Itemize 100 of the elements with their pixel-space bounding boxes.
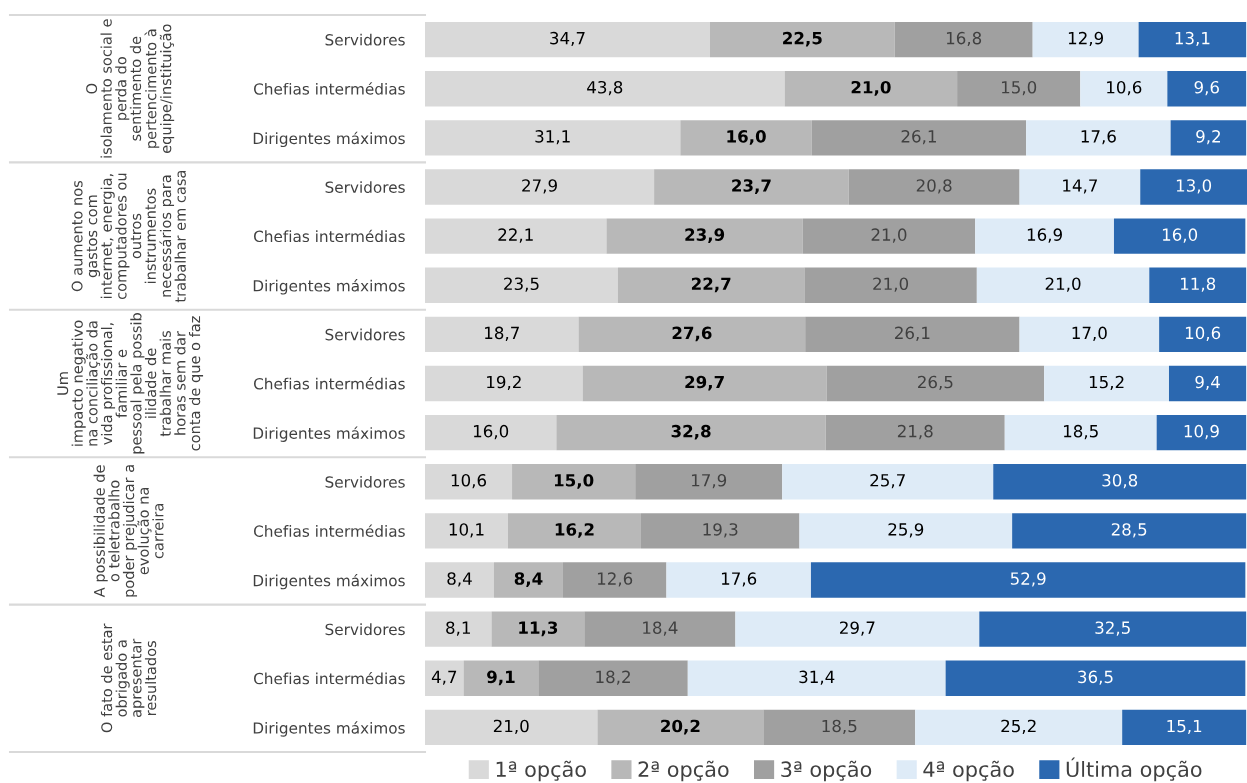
bar	[680, 120, 812, 156]
bar	[425, 21, 710, 58]
data-label: 16,2	[555, 523, 594, 538]
data-label: 18,5	[822, 719, 857, 734]
data-label: 30,8	[1102, 474, 1138, 489]
bar	[1122, 709, 1247, 746]
bar	[425, 660, 464, 696]
data-label: 17,9	[691, 474, 727, 489]
data-label: 4,7	[431, 670, 457, 685]
data-label: 26,1	[895, 326, 930, 341]
data-label: 14,7	[1063, 179, 1098, 194]
bar	[640, 513, 800, 549]
bar	[1080, 71, 1168, 107]
y-tick-label: Servidores	[325, 181, 405, 193]
data-label: 22,5	[783, 31, 822, 47]
y-tick-label: Servidores	[325, 33, 405, 46]
bar	[805, 316, 1020, 353]
bar	[763, 709, 916, 746]
data-label: 21,0	[493, 719, 529, 734]
data-label: 28,5	[1111, 523, 1147, 538]
bar	[562, 562, 667, 598]
data-label: 21,8	[897, 424, 933, 440]
bar	[810, 562, 1246, 598]
data-label: 16,9	[1027, 228, 1062, 243]
data-label: 17,0	[1072, 326, 1107, 341]
bar	[635, 464, 783, 500]
data-label: 43,8	[587, 80, 623, 96]
data-label: 34,7	[550, 31, 585, 47]
bar	[1004, 414, 1157, 451]
bar	[1168, 365, 1247, 402]
bar	[1113, 218, 1246, 254]
bar	[425, 709, 598, 746]
y-tick-label: Chefias intermédias	[253, 377, 405, 390]
y-tick-label: Chefias intermédias	[253, 671, 405, 685]
bar	[512, 464, 636, 500]
y-tick-label: Dirigentes máximos	[253, 426, 405, 442]
data-label: 31,4	[799, 670, 835, 685]
data-label: 13,1	[1175, 31, 1210, 47]
bar	[606, 218, 803, 254]
data-label: 23,9	[685, 228, 725, 244]
bar	[666, 562, 811, 598]
bar	[1044, 365, 1169, 402]
data-label: 27,9	[522, 179, 557, 194]
bar	[1032, 21, 1139, 58]
bar	[1156, 414, 1247, 451]
data-label: 25,7	[870, 474, 905, 489]
data-label: 16,0	[473, 424, 509, 440]
data-label: 15,0	[554, 474, 594, 489]
data-label: 18,7	[485, 326, 519, 341]
bar	[784, 71, 958, 107]
data-label: 8,4	[447, 572, 472, 587]
bar	[425, 169, 655, 205]
data-label: 11,3	[519, 621, 558, 637]
bar	[976, 267, 1150, 303]
data-label: 21,0	[1045, 277, 1081, 292]
data-label: 15,1	[1167, 719, 1202, 734]
bar	[617, 267, 805, 303]
data-label: 8,1	[446, 621, 470, 636]
bar	[894, 21, 1033, 58]
data-label: 25,2	[1001, 719, 1036, 734]
bar	[1012, 513, 1247, 549]
data-label: 9,6	[1194, 80, 1219, 96]
bar	[463, 660, 539, 696]
bar	[1170, 120, 1247, 156]
bar	[425, 414, 557, 451]
data-label: 21,0	[851, 80, 891, 96]
data-label: 21,0	[873, 277, 909, 292]
y-tick-label: Servidores	[325, 475, 405, 488]
bar	[425, 71, 785, 107]
legend-label: 4ª opção	[923, 760, 1014, 782]
bar	[799, 513, 1013, 549]
data-label: 36,5	[1078, 670, 1113, 685]
bar	[491, 611, 585, 647]
data-label: 16,8	[946, 31, 982, 47]
data-label: 10,6	[1107, 80, 1142, 96]
data-label: 15,0	[1001, 80, 1037, 96]
bar	[804, 267, 977, 303]
bar	[654, 169, 849, 205]
y-tick-label: Dirigentes máximos	[253, 721, 405, 737]
data-label: 17,6	[721, 572, 757, 587]
bar	[1159, 316, 1247, 353]
data-label: 32,5	[1095, 621, 1130, 636]
bar	[848, 169, 1020, 205]
y-tick-label: Chefias intermédias	[253, 524, 405, 537]
data-label: 23,5	[504, 277, 539, 292]
bar	[507, 513, 641, 549]
bar	[825, 414, 1005, 451]
legend-label: 3ª opção	[781, 760, 872, 782]
data-label: 9,1	[487, 670, 515, 686]
data-label: 21,0	[871, 228, 907, 243]
bar	[556, 414, 826, 451]
data-label: 10,1	[449, 523, 484, 538]
data-label: 27,6	[672, 326, 712, 342]
legend-label: 2ª opção	[638, 760, 729, 782]
text: O isolamento social e perda do sentimento de pertencimento à equipe/instituição	[86, 19, 175, 158]
bar	[945, 660, 1246, 696]
data-label: 18,5	[1063, 424, 1098, 440]
bar	[1140, 169, 1247, 205]
data-label: 32,8	[671, 424, 711, 440]
bar	[493, 562, 563, 598]
